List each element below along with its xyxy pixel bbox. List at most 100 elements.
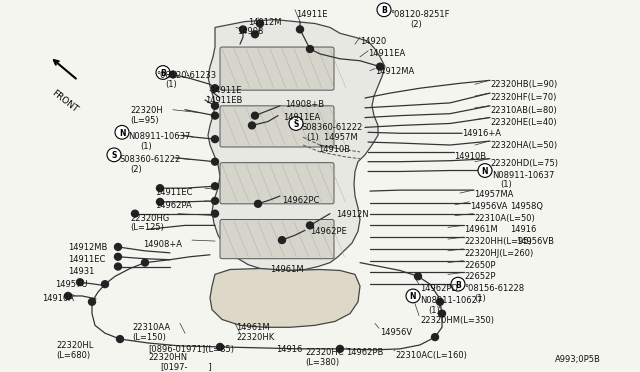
Text: 14908: 14908 <box>237 28 264 36</box>
Text: 14911EB: 14911EB <box>205 96 243 105</box>
Text: 22320HE(L=40): 22320HE(L=40) <box>490 118 557 126</box>
Circle shape <box>211 102 218 109</box>
Circle shape <box>65 292 72 299</box>
Text: B: B <box>160 69 166 78</box>
Text: 14910B: 14910B <box>454 152 486 161</box>
FancyBboxPatch shape <box>220 47 334 90</box>
Text: N: N <box>482 167 488 176</box>
Text: 14957MA: 14957MA <box>474 190 513 199</box>
Text: 14916: 14916 <box>510 225 536 234</box>
Circle shape <box>88 298 95 305</box>
Text: 14962PB: 14962PB <box>346 348 383 357</box>
Circle shape <box>255 201 262 207</box>
Text: 14957U: 14957U <box>55 280 88 289</box>
Circle shape <box>211 85 218 92</box>
Circle shape <box>107 148 121 162</box>
Text: 14911E: 14911E <box>210 86 241 95</box>
Text: 14912N: 14912N <box>336 210 369 219</box>
Text: 22320HA(L=50): 22320HA(L=50) <box>490 141 557 150</box>
Circle shape <box>211 210 218 217</box>
Circle shape <box>131 210 138 217</box>
Text: (L=380): (L=380) <box>305 358 339 367</box>
Text: 14961M: 14961M <box>270 264 303 273</box>
Text: 22310AB(L=80): 22310AB(L=80) <box>490 106 557 115</box>
Text: 22310AA: 22310AA <box>132 323 170 333</box>
Circle shape <box>239 26 246 33</box>
Text: 22320HL: 22320HL <box>56 341 93 350</box>
Text: 14908+A: 14908+A <box>143 240 182 249</box>
Circle shape <box>211 198 218 204</box>
Text: (L=150): (L=150) <box>132 333 166 342</box>
Text: (L=125): (L=125) <box>130 224 164 232</box>
Circle shape <box>248 122 255 129</box>
Circle shape <box>211 183 218 190</box>
Text: S: S <box>293 120 299 129</box>
Text: A993;0P5B: A993;0P5B <box>555 355 601 364</box>
Text: N08911-10637: N08911-10637 <box>492 170 554 180</box>
Circle shape <box>252 31 259 38</box>
Circle shape <box>115 253 122 260</box>
Text: S08360-61222: S08360-61222 <box>302 124 364 132</box>
Text: N08911-10637: N08911-10637 <box>128 132 190 141</box>
Text: 14911E: 14911E <box>296 10 328 19</box>
Circle shape <box>257 20 264 27</box>
Circle shape <box>307 45 314 52</box>
Text: 14956VA: 14956VA <box>470 202 508 211</box>
Circle shape <box>170 71 177 78</box>
Text: 22320HG: 22320HG <box>130 214 169 222</box>
Text: (1): (1) <box>165 80 177 89</box>
FancyBboxPatch shape <box>220 163 334 204</box>
Text: 14956VB: 14956VB <box>516 237 554 246</box>
Text: (2): (2) <box>130 165 141 174</box>
Circle shape <box>211 136 218 142</box>
Text: [0896-01971](L=85): [0896-01971](L=85) <box>148 345 234 354</box>
Text: °08156-61228: °08156-61228 <box>464 284 524 293</box>
Circle shape <box>377 3 391 17</box>
Text: 14962PE: 14962PE <box>310 227 347 236</box>
Text: S: S <box>111 151 116 160</box>
Text: S08360-61222: S08360-61222 <box>120 155 181 164</box>
Text: N: N <box>119 129 125 138</box>
Circle shape <box>102 281 109 288</box>
Text: N08911-10627: N08911-10627 <box>420 296 483 305</box>
Circle shape <box>252 112 259 119</box>
Text: (1)  14957M: (1) 14957M <box>307 133 358 142</box>
Text: 14911EC: 14911EC <box>155 188 193 197</box>
Circle shape <box>451 277 465 291</box>
PathPatch shape <box>208 20 385 270</box>
Text: 22650P: 22650P <box>464 261 495 270</box>
Circle shape <box>216 343 223 350</box>
Text: 22320HC: 22320HC <box>305 348 344 357</box>
Text: B: B <box>455 280 461 290</box>
Text: 22320HN: 22320HN <box>148 353 187 362</box>
Text: 14910B: 14910B <box>318 145 350 154</box>
Text: (L=680): (L=680) <box>56 351 90 360</box>
Circle shape <box>115 244 122 250</box>
Text: 14962PD: 14962PD <box>420 284 458 293</box>
Text: B: B <box>381 6 387 15</box>
Text: FRONT: FRONT <box>50 88 80 114</box>
FancyBboxPatch shape <box>220 219 334 259</box>
Circle shape <box>115 125 129 139</box>
Text: 14962PC: 14962PC <box>282 196 319 205</box>
Circle shape <box>211 158 218 165</box>
Text: 14910A: 14910A <box>42 294 74 303</box>
Circle shape <box>337 346 344 352</box>
Text: 22320HH(L=95): 22320HH(L=95) <box>464 237 532 246</box>
Text: ]: ] <box>198 363 212 372</box>
Text: 14961M: 14961M <box>464 225 498 234</box>
Text: 14911EA: 14911EA <box>283 113 320 122</box>
Circle shape <box>157 185 163 192</box>
Circle shape <box>278 237 285 244</box>
Circle shape <box>431 334 438 340</box>
Text: 14956V: 14956V <box>380 328 412 337</box>
Circle shape <box>289 116 303 130</box>
Text: (1): (1) <box>140 142 152 151</box>
Text: 14911EC: 14911EC <box>68 255 106 264</box>
Circle shape <box>115 263 122 270</box>
Circle shape <box>415 273 422 280</box>
Circle shape <box>376 63 383 70</box>
Text: 22320HJ(L=260): 22320HJ(L=260) <box>464 249 533 258</box>
Text: °08120-8251F: °08120-8251F <box>390 10 449 19</box>
Text: 14916: 14916 <box>276 345 302 354</box>
